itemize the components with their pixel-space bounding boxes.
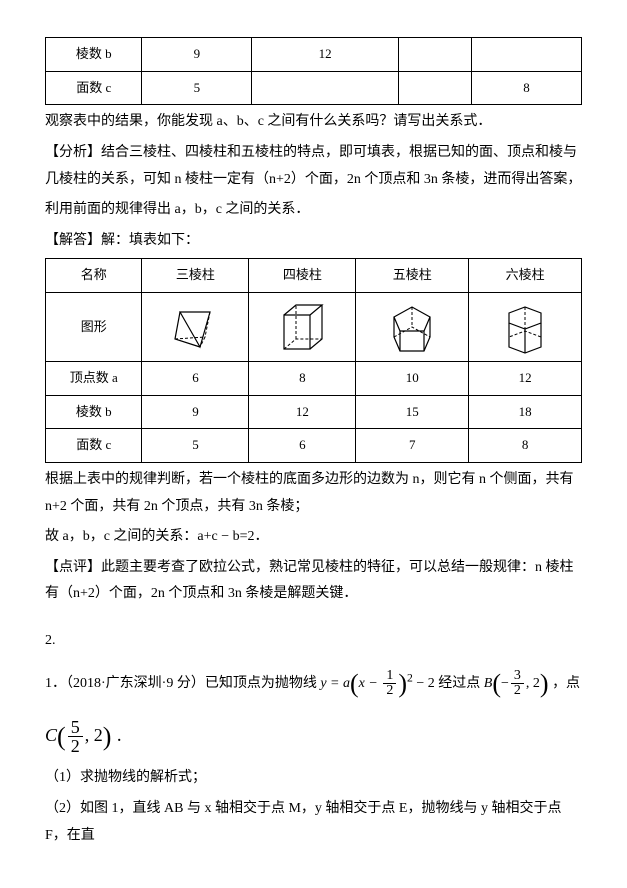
cell: 7 [356,429,469,463]
q1-sub2: （2）如图 1，直线 AB 与 x 轴相交于点 M，y 轴相交于点 E，抛物线与… [45,796,582,849]
cell-label: 顶点数 a [46,362,142,396]
cell: 10 [356,362,469,396]
para-relation: 故 a，b，c 之间的关系：a+c − b=2． [45,524,582,551]
para-review: 【点评】此题主要考查了欧拉公式，熟记常见棱柱的特征，可以总结一般规律：n 棱柱有… [45,555,582,608]
cell [252,71,399,105]
cell: 12 [469,362,582,396]
cell-label: 名称 [46,259,142,293]
table-row: 名称 三棱柱 四棱柱 五棱柱 六棱柱 [46,259,582,293]
cell-shape-penta-prism [356,293,469,362]
cell-shape-quad-prism [249,293,356,362]
equation-parabola: y = a(x − 12)2 − 2 [320,676,438,691]
q1-mid: 经过点 [438,676,484,691]
cell-label: 棱数 b [46,38,142,72]
cell-label: 面数 c [46,429,142,463]
cell-label: 图形 [46,293,142,362]
table-row-shape: 图形 [46,293,582,362]
section-number: 2. [45,628,582,655]
cell: 18 [469,395,582,429]
cell: 四棱柱 [249,259,356,293]
cell: 5 [142,429,249,463]
cell: 12 [252,38,399,72]
cell: 三棱柱 [142,259,249,293]
cell: 6 [249,429,356,463]
table-row: 棱数 b 9 12 15 18 [46,395,582,429]
table-row: 顶点数 a 6 8 10 12 [46,362,582,396]
para-conclusion: 根据上表中的规律判断，若一个棱柱的底面多边形的边数为 n，则它有 n 个侧面，共… [45,467,582,520]
table-full: 名称 三棱柱 四棱柱 五棱柱 六棱柱 图形 [45,258,582,463]
cell: 9 [142,38,252,72]
cell: 8 [249,362,356,396]
para-analysis2: 利用前面的规律得出 a，b，c 之间的关系． [45,197,582,224]
q1-end: ，点 [552,676,580,691]
cell [398,71,471,105]
cell: 8 [472,71,582,105]
point-B: B(−32, 2) [484,676,552,691]
table-partial: 棱数 b 9 12 面数 c 5 8 [45,37,582,105]
cell: 8 [469,429,582,463]
point-C-line: C(52, 2) ． [45,712,582,761]
cell-shape-hexa-prism [469,293,582,362]
para-analysis: 【分析】结合三棱柱、四棱柱和五棱柱的特点，即可填表，根据已知的面、顶点和棱与几棱… [45,140,582,193]
cell [398,38,471,72]
para-observe: 观察表中的结果，你能发现 a、b、c 之间有什么关系吗？请写出关系式． [45,109,582,136]
q1-prefix: 1．（2018·广东深圳·9 分）已知顶点为抛物线 [45,676,320,691]
q1-sub1: （1）求抛物线的解析式； [45,765,582,792]
point-C: C(52, 2) [45,725,116,745]
para-solve: 【解答】解：填表如下： [45,228,582,255]
table-row: 面数 c 5 6 7 8 [46,429,582,463]
cell-label: 面数 c [46,71,142,105]
cell: 9 [142,395,249,429]
cell: 5 [142,71,252,105]
table-row: 棱数 b 9 12 [46,38,582,72]
cell [472,38,582,72]
cell: 15 [356,395,469,429]
cell-shape-triangular-prism [142,293,249,362]
question-1: 1．（2018·广东深圳·9 分）已知顶点为抛物线 y = a(x − 12)2… [45,659,582,708]
cell: 六棱柱 [469,259,582,293]
cell: 五棱柱 [356,259,469,293]
table-row: 面数 c 5 8 [46,71,582,105]
cell: 12 [249,395,356,429]
cell: 6 [142,362,249,396]
cell-label: 棱数 b [46,395,142,429]
